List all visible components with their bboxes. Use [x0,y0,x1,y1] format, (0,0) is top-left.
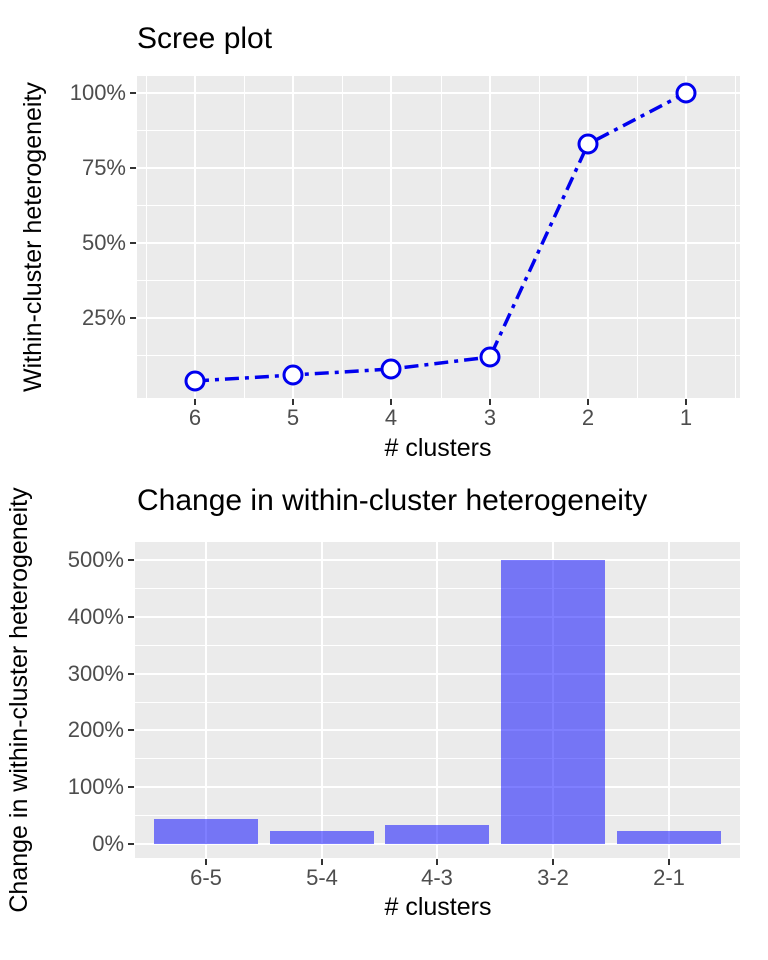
minor-gridline [243,76,245,398]
y-tick-mark [128,729,134,732]
y-tick-label: 500% [67,547,124,572]
y-tick-label: 50% [81,230,126,255]
change-plot-title: Change in within-cluster heterogeneity [137,484,648,517]
scree-point-2 [577,133,599,155]
x-tick-label: 4 [384,405,398,430]
major-gridline [436,542,438,858]
x-tick-label: 3-2 [537,865,569,890]
bar-6-5 [154,819,258,844]
y-tick-label: 100% [69,80,126,105]
x-tick-mark [292,399,294,405]
x-tick-mark [552,859,554,865]
x-tick-label: 5-4 [306,865,338,890]
scree-point-1 [675,82,697,104]
x-tick-mark [685,399,687,405]
x-tick-mark [390,399,392,405]
scree-plot-chart: Scree plot Within-cluster heterogeneity … [0,0,768,470]
y-tick-mark [128,559,134,561]
minor-gridline [137,280,740,281]
major-gridline [137,167,740,169]
y-tick-mark [130,317,136,319]
x-tick-label: 5 [286,405,300,430]
minor-gridline [137,205,740,206]
y-tick-mark [128,786,134,789]
y-tick-mark [130,167,136,169]
scree-point-6 [184,370,206,392]
change-plot-panel [135,542,740,858]
x-tick-mark [587,399,589,405]
bar-5-4 [270,830,374,844]
minor-gridline [341,76,343,398]
y-tick-mark [130,242,136,244]
major-gridline [205,542,207,858]
major-gridline [390,76,392,398]
x-tick-mark [436,859,438,865]
x-tick-label: 3 [483,405,497,430]
major-gridline [489,76,491,398]
x-tick-mark [205,859,207,865]
x-tick-mark [668,859,670,865]
x-tick-label: 2 [581,405,595,430]
scree-point-5 [282,364,304,386]
x-tick-mark [321,859,323,865]
scree-plot-panel [137,76,740,398]
major-gridline [137,92,740,94]
bar-2-1 [617,830,721,844]
x-tick-label: 6-5 [190,865,222,890]
y-tick-label: 0% [92,831,124,856]
y-tick-label: 300% [67,660,124,686]
x-tick-mark [194,399,196,405]
major-gridline [137,317,740,319]
minor-gridline [734,76,736,398]
major-gridline [668,542,670,858]
scree-point-4 [380,358,402,380]
minor-gridline [636,76,638,398]
major-gridline [292,76,294,398]
minor-gridline [538,76,540,398]
y-tick-label: 100% [67,774,124,800]
major-gridline [194,76,196,398]
x-tick-label: 6 [188,405,202,430]
scree-line [194,91,687,383]
minor-gridline [137,130,740,131]
y-tick-mark [128,672,134,675]
minor-gridline [440,76,442,398]
bar-3-2 [501,560,605,844]
major-gridline [587,76,589,398]
x-tick-label: 1 [679,405,693,430]
x-tick-label: 4-3 [421,865,453,890]
scree-x-axis-title: # clusters [384,434,492,462]
minor-gridline [145,76,147,398]
major-gridline [321,542,323,858]
y-tick-label: 400% [67,603,124,629]
y-tick-mark [128,843,134,845]
minor-gridline [137,355,740,356]
x-tick-mark [489,399,491,405]
change-x-axis-title: # clusters [384,893,492,921]
bar-4-3 [385,824,489,844]
major-gridline [137,242,740,244]
y-tick-mark [130,92,136,94]
x-tick-label: 2-1 [653,865,685,890]
scree-point-3 [479,346,501,368]
major-gridline [685,76,687,398]
scree-line-layer [184,82,697,392]
y-tick-label: 25% [81,305,126,330]
y-tick-label: 200% [67,717,124,743]
y-tick-label: 75% [81,155,126,180]
change-bar-chart: Change in within-cluster heterogeneity C… [0,470,768,960]
y-tick-mark [128,615,134,618]
scree-plot-title: Scree plot [137,22,273,55]
